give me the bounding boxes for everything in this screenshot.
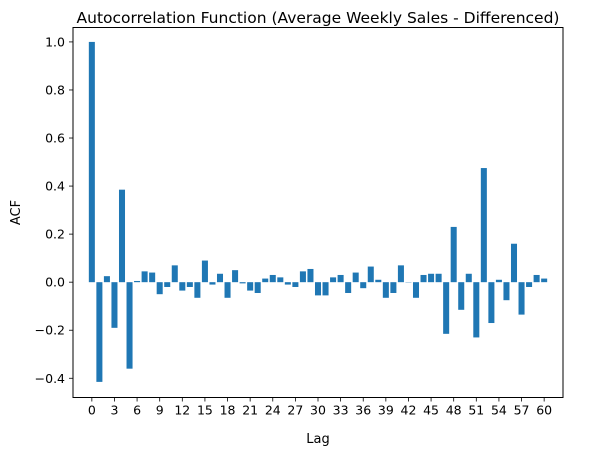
x-tick-label: 15: [197, 403, 213, 418]
x-tick-label: 45: [423, 403, 439, 418]
acf-bar-lag-26: [284, 282, 291, 285]
x-tick-label: 3: [110, 403, 118, 418]
acf-bar-lag-37: [367, 266, 374, 283]
acf-bar-lag-58: [526, 282, 533, 287]
acf-bar-lag-8: [149, 272, 156, 283]
acf-bar-lag-41: [397, 265, 404, 283]
acf-bar-lag-13: [186, 282, 193, 287]
acf-bar-lag-0: [88, 41, 95, 283]
acf-bar-lag-43: [412, 282, 420, 298]
acf-bar-lag-22: [254, 282, 261, 293]
acf-bar-lag-2: [103, 276, 110, 283]
chart-title: Autocorrelation Function (Average Weekly…: [77, 9, 560, 27]
y-axis-ticks: −0.4 −0.2 0.0 0.2 0.4 0.6 0.8 1.0: [35, 34, 73, 386]
y-tick-label: 0.0: [45, 275, 65, 290]
x-tick-label: 6: [133, 403, 141, 418]
acf-bar-lag-10: [164, 282, 171, 287]
acf-bar-lag-34: [345, 282, 352, 293]
acf-bar-lag-14: [194, 282, 201, 298]
acf-bar-lag-27: [292, 282, 299, 287]
x-tick-label: 33: [333, 403, 349, 418]
acf-bar-lag-46: [435, 273, 442, 283]
acf-bar-lag-18: [224, 282, 231, 298]
acf-bar-lag-23: [262, 278, 269, 283]
acf-bar-lag-44: [420, 274, 427, 283]
acf-bar-lag-56: [510, 243, 518, 283]
acf-bar-lag-19: [232, 270, 239, 283]
acf-bar-lag-35: [352, 272, 359, 283]
acf-bar-lag-36: [360, 282, 367, 289]
x-tick-label: 51: [468, 403, 484, 418]
acf-bar-lag-12: [179, 282, 186, 291]
acf-bar-lag-45: [428, 273, 435, 283]
acf-bar-lag-59: [533, 274, 540, 283]
x-tick-label: 60: [536, 403, 552, 418]
x-tick-label: 36: [355, 403, 371, 418]
acf-bar-lag-53: [488, 282, 495, 324]
x-tick-label: 12: [174, 403, 190, 418]
x-tick-label: 0: [88, 403, 96, 418]
acf-bar-lag-55: [503, 282, 510, 301]
acf-bar-lag-57: [518, 282, 525, 315]
acf-bar-lag-49: [458, 282, 465, 310]
x-tick-label: 30: [310, 403, 326, 418]
x-tick-label: 39: [378, 403, 394, 418]
y-tick-label: 0.4: [45, 179, 65, 194]
acf-bar-lag-47: [443, 282, 450, 334]
acf-bar-lag-28: [299, 271, 306, 283]
x-tick-label: 48: [446, 403, 462, 418]
acf-bar-lag-4: [118, 189, 126, 283]
y-tick-label: 0.8: [45, 82, 65, 97]
acf-bar-lag-15: [201, 260, 208, 283]
x-tick-label: 9: [156, 403, 164, 418]
x-axis-ticks: 0 3 6 9 12 15 18 21 24 27 30 33 36 39 42 45 48 51 54 57 60: [88, 397, 552, 418]
x-tick-label: 42: [401, 403, 417, 418]
acf-bar-lag-1: [96, 282, 103, 382]
acf-bar-lag-40: [390, 282, 397, 293]
acf-bar-lag-60: [541, 278, 548, 283]
acf-bar-lag-33: [337, 274, 344, 283]
x-tick-label: 24: [265, 403, 281, 418]
acf-bar-lag-32: [330, 277, 337, 283]
x-tick-label: 57: [514, 403, 530, 418]
acf-bar-lag-6: [134, 280, 141, 283]
acf-bar-lag-31: [322, 282, 329, 296]
acf-bar-lag-48: [450, 226, 457, 283]
x-tick-label: 27: [287, 403, 303, 418]
y-tick-label: −0.2: [35, 323, 65, 338]
acf-bar-lag-29: [307, 268, 314, 283]
acf-bar-lag-5: [126, 282, 133, 369]
acf-bar-lag-51: [473, 282, 480, 338]
acf-bar-lag-20: [239, 282, 246, 284]
acf-bar-lag-24: [269, 274, 276, 283]
y-tick-label: 0.2: [45, 227, 65, 242]
acf-bar-lag-21: [247, 282, 254, 291]
acf-bar-lag-52: [480, 168, 487, 283]
y-tick-label: 1.0: [45, 34, 65, 49]
acf-bar-lag-30: [314, 282, 322, 296]
y-tick-label: −0.4: [35, 371, 65, 386]
acf-bar-lag-17: [216, 273, 224, 283]
acf-bar-lag-11: [171, 265, 178, 283]
acf-bar-lag-25: [277, 277, 284, 283]
acf-bar-lag-50: [465, 273, 472, 283]
acf-bar-lag-7: [141, 271, 148, 283]
x-axis-label: Lag: [306, 432, 329, 447]
y-axis-label: ACF: [9, 200, 24, 225]
bars-group: [88, 41, 548, 382]
acf-bar-lag-38: [375, 279, 382, 283]
x-tick-label: 54: [491, 403, 507, 418]
acf-bar-lag-16: [209, 282, 216, 285]
acf-bar-lag-3: [111, 282, 118, 328]
acf-bar-lag-39: [382, 282, 389, 298]
x-tick-label: 21: [242, 403, 258, 418]
x-tick-label: 18: [220, 403, 236, 418]
acf-bar-lag-9: [156, 282, 163, 295]
acf-bar-lag-54: [495, 279, 502, 283]
y-tick-label: 0.6: [45, 131, 65, 146]
plot-frame: [72, 27, 564, 398]
